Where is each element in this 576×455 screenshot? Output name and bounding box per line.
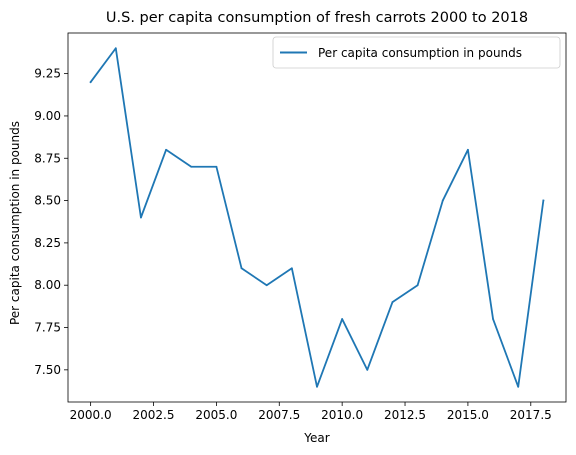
data-point xyxy=(391,301,394,304)
plot-area-frame xyxy=(67,32,567,403)
data-point xyxy=(467,148,469,151)
series-line xyxy=(89,47,545,388)
x-tick-label: 2005.0 xyxy=(195,408,237,422)
data-point xyxy=(341,318,344,320)
data-point xyxy=(190,165,193,168)
y-tick-label: 9.25 xyxy=(34,67,61,81)
y-axis-title: Per capita consumption in pounds xyxy=(8,121,22,325)
data-point xyxy=(165,148,167,151)
data-point xyxy=(517,385,520,388)
y-tick-label: 7.50 xyxy=(34,363,61,377)
data-point xyxy=(542,199,545,202)
legend-box xyxy=(272,36,561,69)
y-tick-label: 7.75 xyxy=(34,321,61,335)
legend: Per capita consumption in pounds xyxy=(272,36,561,69)
chart-title: U.S. per capita consumption of fresh car… xyxy=(106,10,528,26)
x-tick-label: 2017.5 xyxy=(510,408,552,422)
x-tick-label: 2010.0 xyxy=(321,408,363,422)
data-point xyxy=(89,81,92,83)
x-tick-label: 2012.5 xyxy=(384,408,426,422)
x-tick-label: 2000.0 xyxy=(70,408,112,422)
data-point xyxy=(114,47,117,50)
x-axis-title: Year xyxy=(303,431,329,445)
y-tick-label: 8.00 xyxy=(34,278,61,292)
data-point xyxy=(316,385,318,388)
data-point xyxy=(416,284,419,287)
data-point xyxy=(366,368,369,371)
data-point xyxy=(240,267,243,270)
data-point xyxy=(441,199,444,202)
x-tick-label: 2015.0 xyxy=(447,408,489,422)
data-point xyxy=(492,318,494,320)
data-point xyxy=(215,165,218,168)
legend-label: Per capita consumption in pounds xyxy=(318,46,522,60)
data-point xyxy=(290,267,293,270)
y-tick-label: 8.50 xyxy=(34,194,61,208)
data-point xyxy=(140,216,142,219)
y-tick-label: 8.75 xyxy=(34,151,61,165)
x-tick-label: 2007.5 xyxy=(258,408,300,422)
y-tick-label: 8.25 xyxy=(34,236,61,250)
data-point xyxy=(265,284,268,287)
y-tick-label: 9.00 xyxy=(34,109,61,123)
x-tick-label: 2002.5 xyxy=(133,408,175,422)
